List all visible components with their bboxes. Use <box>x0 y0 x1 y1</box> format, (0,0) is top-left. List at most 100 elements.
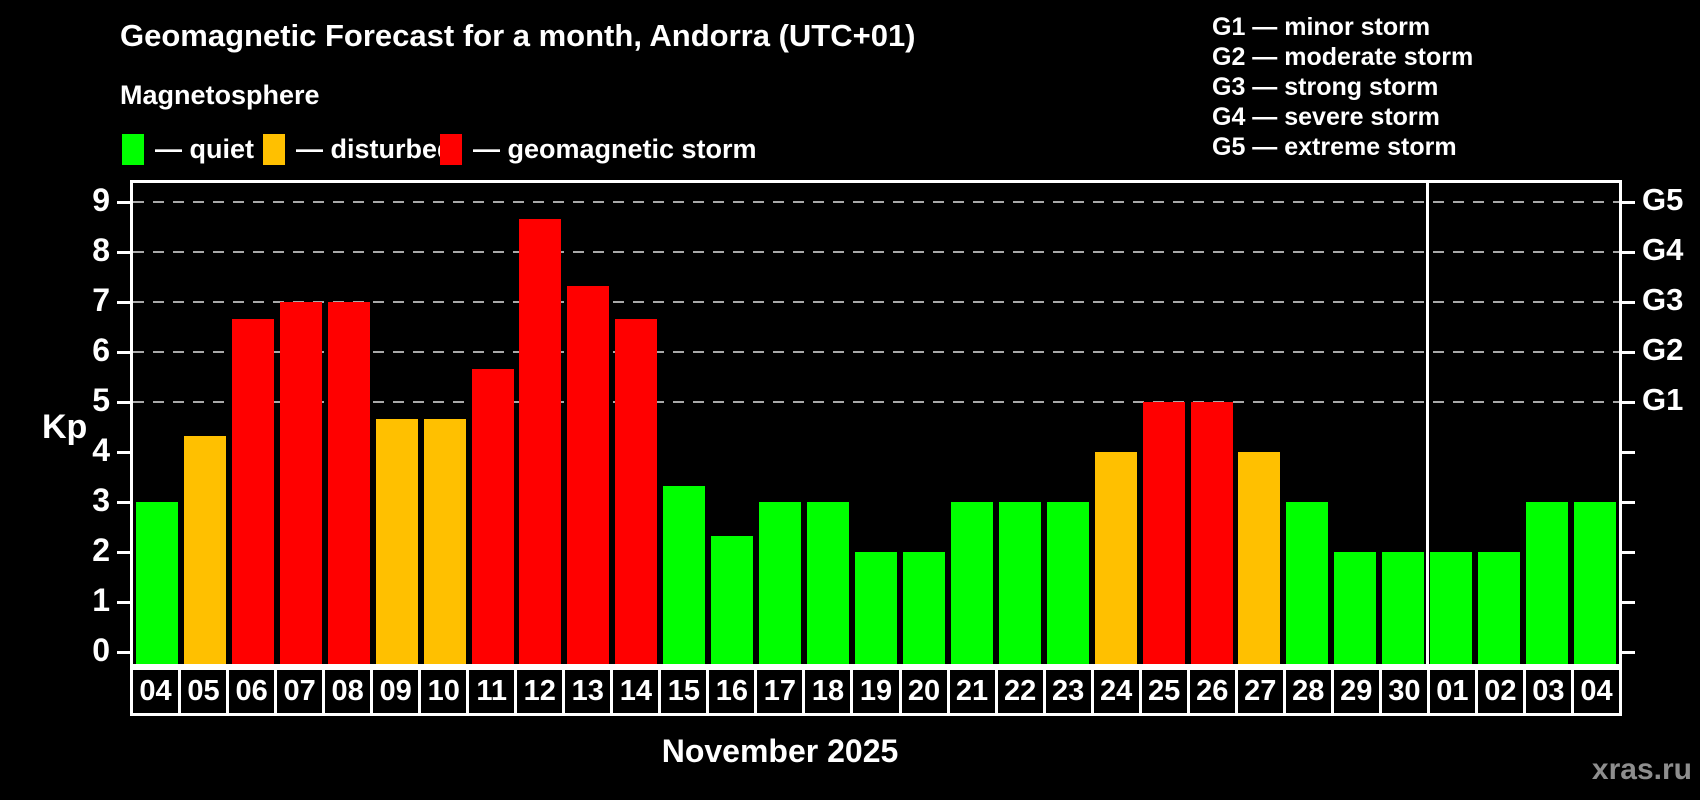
bar-day-27 <box>1238 452 1281 664</box>
bar-day-26 <box>1190 402 1233 664</box>
left-tick-9 <box>117 201 130 204</box>
bar-day-12 <box>519 218 562 664</box>
bar-day-03 <box>1526 502 1569 664</box>
subtitle-magnetosphere: Magnetosphere <box>120 80 320 110</box>
left-tick-4 <box>117 451 130 454</box>
storm-color-swatch-icon <box>440 133 462 165</box>
legend-label-quiet: — quiet <box>155 133 254 164</box>
right-tick-7 <box>1622 301 1635 304</box>
bar-day-02 <box>1478 552 1521 664</box>
bar-day-16 <box>711 535 754 664</box>
date-cell-27-nov: 27 <box>1234 667 1286 716</box>
date-cell-20-nov: 20 <box>898 667 950 716</box>
date-cell-28-nov: 28 <box>1282 667 1334 716</box>
y-tick-label-2: 2 <box>92 532 110 568</box>
date-cell-07-nov: 07 <box>274 667 326 716</box>
watermark: xras.ru <box>1591 753 1692 786</box>
right-tick-0 <box>1622 651 1635 654</box>
bar-day-23 <box>1046 502 1089 664</box>
g-scale-legend: G1 — minor storm G2 — moderate storm G3 — … <box>1212 12 1473 162</box>
y-tick-label-9: 9 <box>92 182 110 218</box>
bar-day-17 <box>759 502 802 664</box>
y-tick-label-3: 3 <box>92 482 110 518</box>
right-tick-2 <box>1622 551 1635 554</box>
right-tick-1 <box>1622 601 1635 604</box>
date-cell-29-nov: 29 <box>1330 667 1382 716</box>
bar-day-04 <box>1574 502 1617 664</box>
right-tick-6 <box>1622 351 1635 354</box>
date-cell-16-nov: 16 <box>706 667 758 716</box>
gridline-kp-9 <box>133 201 1619 203</box>
date-cell-11-nov: 11 <box>466 667 518 716</box>
left-tick-0 <box>117 651 130 654</box>
g-legend-line-3: G3 — strong storm <box>1212 73 1439 101</box>
legend-label-disturbed: — disturbed <box>296 133 454 164</box>
legend-item-quiet: — quiet <box>122 133 254 165</box>
date-cell-04-nov: 04 <box>130 667 182 716</box>
date-cell-17-nov: 17 <box>754 667 806 716</box>
left-tick-5 <box>117 401 130 404</box>
plot-inner <box>133 183 1619 664</box>
date-cell-06-nov: 06 <box>226 667 278 716</box>
bar-day-20 <box>902 552 945 664</box>
left-tick-3 <box>117 501 130 504</box>
bar-day-22 <box>998 502 1041 664</box>
date-cell-04-dec: 04 <box>1570 667 1622 716</box>
date-cell-01-dec: 01 <box>1426 667 1478 716</box>
right-tick-3 <box>1622 501 1635 504</box>
g-axis-label-g1: G1 <box>1642 382 1684 417</box>
gridline-kp-5 <box>133 401 1619 403</box>
legend-item-disturbed: — disturbed <box>263 133 454 165</box>
left-tick-6 <box>117 351 130 354</box>
legend-item-storm: — geomagnetic storm <box>440 133 757 165</box>
y-tick-label-8: 8 <box>92 232 110 268</box>
g-axis-label-g4: G4 <box>1642 232 1684 267</box>
disturbed-color-swatch-icon <box>263 133 285 165</box>
quiet-color-swatch-icon <box>122 133 144 165</box>
bar-day-13 <box>567 285 610 664</box>
date-cell-21-nov: 21 <box>946 667 998 716</box>
bar-day-07 <box>279 302 322 664</box>
date-cell-30-nov: 30 <box>1378 667 1430 716</box>
date-cell-10-nov: 10 <box>418 667 470 716</box>
bar-day-30 <box>1382 552 1425 664</box>
left-tick-8 <box>117 251 130 254</box>
left-tick-1 <box>117 601 130 604</box>
y-tick-label-5: 5 <box>92 382 110 418</box>
date-cell-18-nov: 18 <box>802 667 854 716</box>
date-cell-02-dec: 02 <box>1474 667 1526 716</box>
plot-area <box>130 180 1622 667</box>
legend-label-storm: — geomagnetic storm <box>473 133 757 164</box>
g-axis-label-g2: G2 <box>1642 332 1684 367</box>
month-separator-line <box>1425 183 1429 664</box>
g-legend-line-5: G5 — extreme storm <box>1212 133 1457 161</box>
g-legend-line-1: G1 — minor storm <box>1212 13 1431 41</box>
bar-day-29 <box>1334 552 1377 664</box>
bar-day-21 <box>950 502 993 664</box>
left-tick-7 <box>117 301 130 304</box>
bar-day-05 <box>183 435 226 664</box>
g-axis-label-g3: G3 <box>1642 282 1684 317</box>
g-legend-line-4: G4 — severe storm <box>1212 103 1440 131</box>
date-cell-22-nov: 22 <box>994 667 1046 716</box>
date-cell-15-nov: 15 <box>658 667 710 716</box>
bar-day-28 <box>1286 502 1329 664</box>
date-cell-25-nov: 25 <box>1138 667 1190 716</box>
date-cell-13-nov: 13 <box>562 667 614 716</box>
bar-day-08 <box>327 302 370 664</box>
bar-day-15 <box>663 485 706 664</box>
y-tick-label-7: 7 <box>92 282 110 318</box>
date-cell-24-nov: 24 <box>1090 667 1142 716</box>
bar-day-04 <box>135 502 178 664</box>
date-cell-03-dec: 03 <box>1522 667 1574 716</box>
date-cell-14-nov: 14 <box>610 667 662 716</box>
bar-day-06 <box>231 318 274 664</box>
date-cell-08-nov: 08 <box>322 667 374 716</box>
bar-day-11 <box>471 368 514 664</box>
bar-day-19 <box>855 552 897 664</box>
bar-day-01 <box>1430 552 1473 664</box>
page-title: Geomagnetic Forecast for a month, Andorr… <box>120 18 916 53</box>
gridline-kp-6 <box>133 351 1619 353</box>
date-cell-12-nov: 12 <box>514 667 566 716</box>
gridline-kp-8 <box>133 251 1619 253</box>
